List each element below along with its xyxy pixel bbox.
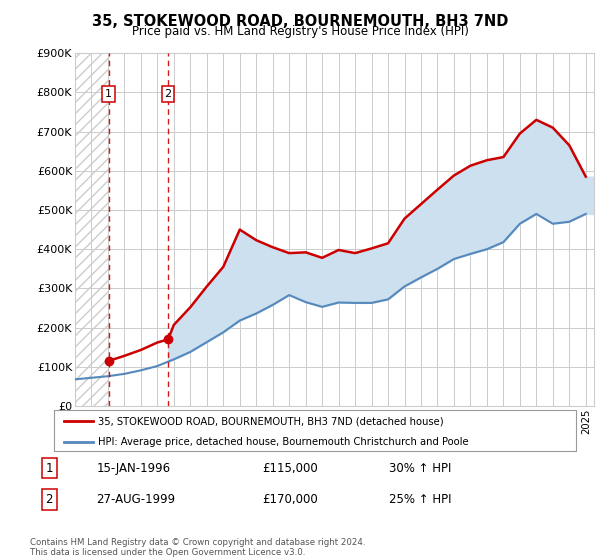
Text: £170,000: £170,000 <box>262 493 317 506</box>
Bar <box>75 53 109 406</box>
Text: 30% ↑ HPI: 30% ↑ HPI <box>389 462 451 475</box>
FancyBboxPatch shape <box>54 410 576 451</box>
Text: 1: 1 <box>46 462 53 475</box>
Text: Price paid vs. HM Land Registry's House Price Index (HPI): Price paid vs. HM Land Registry's House … <box>131 25 469 38</box>
Text: 1: 1 <box>105 89 112 99</box>
Text: 2: 2 <box>46 493 53 506</box>
Text: £115,000: £115,000 <box>262 462 317 475</box>
Text: 15-JAN-1996: 15-JAN-1996 <box>96 462 170 475</box>
Text: 27-AUG-1999: 27-AUG-1999 <box>96 493 175 506</box>
Text: 25% ↑ HPI: 25% ↑ HPI <box>389 493 451 506</box>
Bar <box>75 53 109 406</box>
Text: Contains HM Land Registry data © Crown copyright and database right 2024.
This d: Contains HM Land Registry data © Crown c… <box>30 538 365 557</box>
Text: 35, STOKEWOOD ROAD, BOURNEMOUTH, BH3 7ND (detached house): 35, STOKEWOOD ROAD, BOURNEMOUTH, BH3 7ND… <box>98 417 444 426</box>
Text: HPI: Average price, detached house, Bournemouth Christchurch and Poole: HPI: Average price, detached house, Bour… <box>98 437 469 447</box>
Text: 2: 2 <box>164 89 172 99</box>
Text: 35, STOKEWOOD ROAD, BOURNEMOUTH, BH3 7ND: 35, STOKEWOOD ROAD, BOURNEMOUTH, BH3 7ND <box>92 14 508 29</box>
